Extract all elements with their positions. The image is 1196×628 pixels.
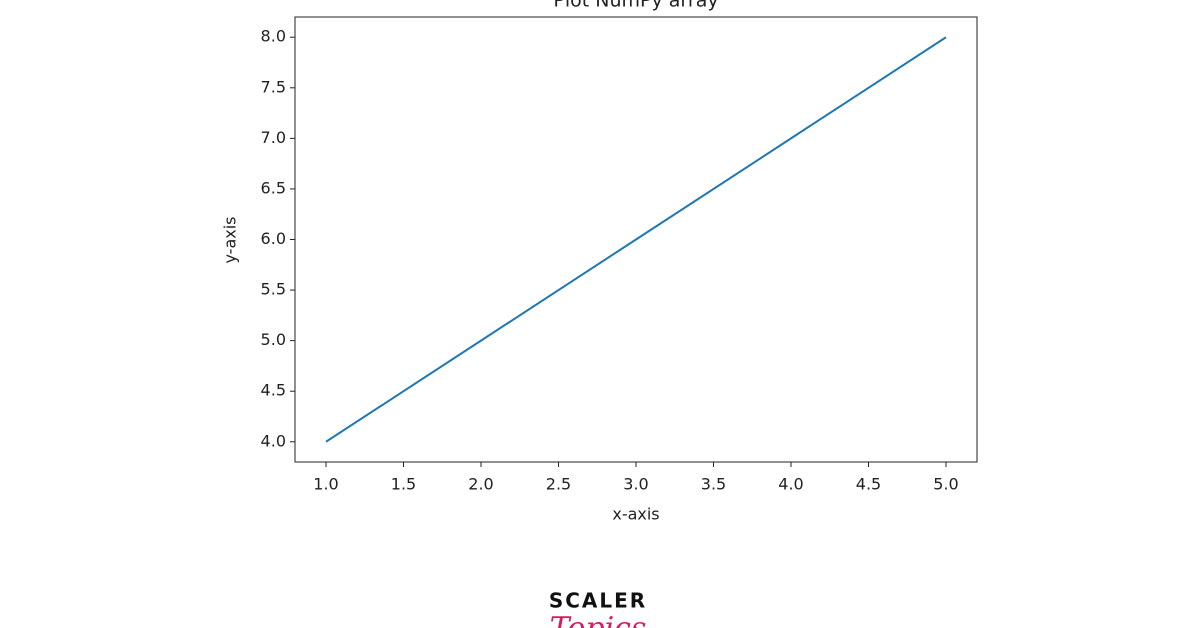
x-axis-label: x-axis <box>612 505 659 524</box>
x-tick-label: 4.5 <box>856 475 881 494</box>
brand-tagline: Topics <box>550 611 647 628</box>
chart-title: Plot NumPy array <box>553 0 718 12</box>
y-tick-label: 4.5 <box>261 381 286 400</box>
y-tick-label: 7.5 <box>261 77 286 96</box>
x-tick-label: 2.5 <box>546 475 571 494</box>
x-tick-label: 2.0 <box>468 475 493 494</box>
line <box>325 36 947 443</box>
plot-frame <box>294 16 978 463</box>
y-tick-label: 4.0 <box>261 431 286 450</box>
y-axis-label: y-axis <box>221 216 240 263</box>
x-tick-label: 1.5 <box>391 475 416 494</box>
x-tick-label: 4.0 <box>778 475 803 494</box>
y-tick-label: 6.0 <box>261 229 286 248</box>
y-tick-label: 6.5 <box>261 178 286 197</box>
y-tick-label: 8.0 <box>261 27 286 46</box>
x-tick-label: 5.0 <box>933 475 958 494</box>
brand-name: SCALER <box>549 589 647 613</box>
y-tick-label: 7.0 <box>261 128 286 147</box>
x-tick-label: 3.0 <box>623 475 648 494</box>
x-tick-label: 1.0 <box>313 475 338 494</box>
x-tick-label: 3.5 <box>701 475 726 494</box>
y-tick-label: 5.5 <box>261 280 286 299</box>
y-tick-label: 5.0 <box>261 330 286 349</box>
